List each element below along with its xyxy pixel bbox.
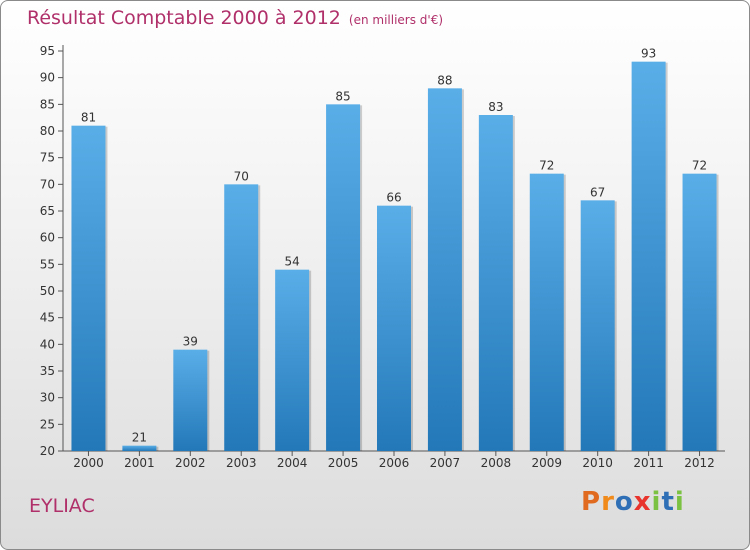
bar <box>122 445 157 451</box>
x-tick-label: 2001 <box>124 456 155 470</box>
y-tick-label: 80 <box>40 124 55 138</box>
bar <box>224 184 259 452</box>
x-tick-label: 2004 <box>277 456 308 470</box>
bar <box>631 61 666 452</box>
commune-name: EYLIAC <box>29 495 95 517</box>
bar-value-label: 72 <box>692 159 707 173</box>
chart-bars <box>71 61 719 452</box>
logo-letter: r <box>601 487 615 517</box>
chart-value-labels: 81 21 39 70 54 85 66 88 83 72 67 93 72 <box>81 47 707 445</box>
x-tick-label: 2002 <box>175 456 206 470</box>
logo-letter: i <box>651 487 662 517</box>
x-tick-label: 2012 <box>684 456 715 470</box>
bar <box>580 200 615 451</box>
bar-value-label: 21 <box>132 431 147 445</box>
x-tick-label: 2005 <box>328 456 359 470</box>
bar-value-label: 85 <box>335 89 350 103</box>
y-tick-label: 65 <box>40 204 55 218</box>
y-tick-label: 25 <box>40 417 55 431</box>
y-tick-label: 85 <box>40 97 55 111</box>
y-tick-label: 75 <box>40 151 55 165</box>
x-tick-label: 2009 <box>531 456 562 470</box>
bar-value-label: 93 <box>641 47 656 61</box>
y-tick-label: 35 <box>40 364 55 378</box>
logo-letter: P <box>581 487 602 517</box>
x-tick-label: 2008 <box>481 456 512 470</box>
y-tick-label: 60 <box>40 231 55 245</box>
bar <box>478 115 513 451</box>
bar <box>529 173 564 451</box>
y-tick-label: 55 <box>40 257 55 271</box>
bar-value-label: 54 <box>285 255 300 269</box>
bar <box>173 349 208 451</box>
bar <box>326 104 361 451</box>
bar <box>71 125 106 452</box>
y-tick-label: 40 <box>40 337 55 351</box>
bar <box>275 269 310 451</box>
logo-letter: i <box>674 487 685 517</box>
y-tick-label: 45 <box>40 311 55 325</box>
chart-title-text: Résultat Comptable 2000 à 2012 <box>27 7 341 29</box>
bar-value-label: 83 <box>488 100 503 114</box>
bar-value-label: 67 <box>590 185 605 199</box>
bar-value-label: 66 <box>386 191 401 205</box>
y-tick-label: 20 <box>40 444 55 458</box>
bar-value-label: 70 <box>234 169 249 183</box>
chart-title: Résultat Comptable 2000 à 2012 (en millie… <box>27 7 443 29</box>
y-tick-label: 95 <box>40 44 55 58</box>
y-tick-label: 50 <box>40 284 55 298</box>
bar <box>427 88 462 451</box>
logo-letter: x <box>633 487 652 517</box>
logo-letter: o <box>614 487 634 517</box>
x-tick-label: 2000 <box>73 456 104 470</box>
bar <box>377 205 411 451</box>
x-tick-label: 2011 <box>633 456 664 470</box>
y-tick-label: 90 <box>40 71 55 85</box>
bar-value-label: 88 <box>437 73 452 87</box>
x-tick-label: 2006 <box>379 456 410 470</box>
y-tick-label: 70 <box>40 177 55 191</box>
proxiti-logo: Proxiti <box>581 487 685 517</box>
bar-value-label: 81 <box>81 111 96 125</box>
x-tick-label: 2007 <box>430 456 461 470</box>
y-tick-label: 30 <box>40 391 55 405</box>
chart-subtitle: (en milliers d'€) <box>348 13 444 27</box>
x-tick-label: 2010 <box>582 456 613 470</box>
bar <box>682 173 717 451</box>
x-tick-label: 2003 <box>226 456 257 470</box>
bar-value-label: 39 <box>183 335 198 349</box>
logo-letter: t <box>661 487 675 517</box>
bar-value-label: 72 <box>539 159 554 173</box>
